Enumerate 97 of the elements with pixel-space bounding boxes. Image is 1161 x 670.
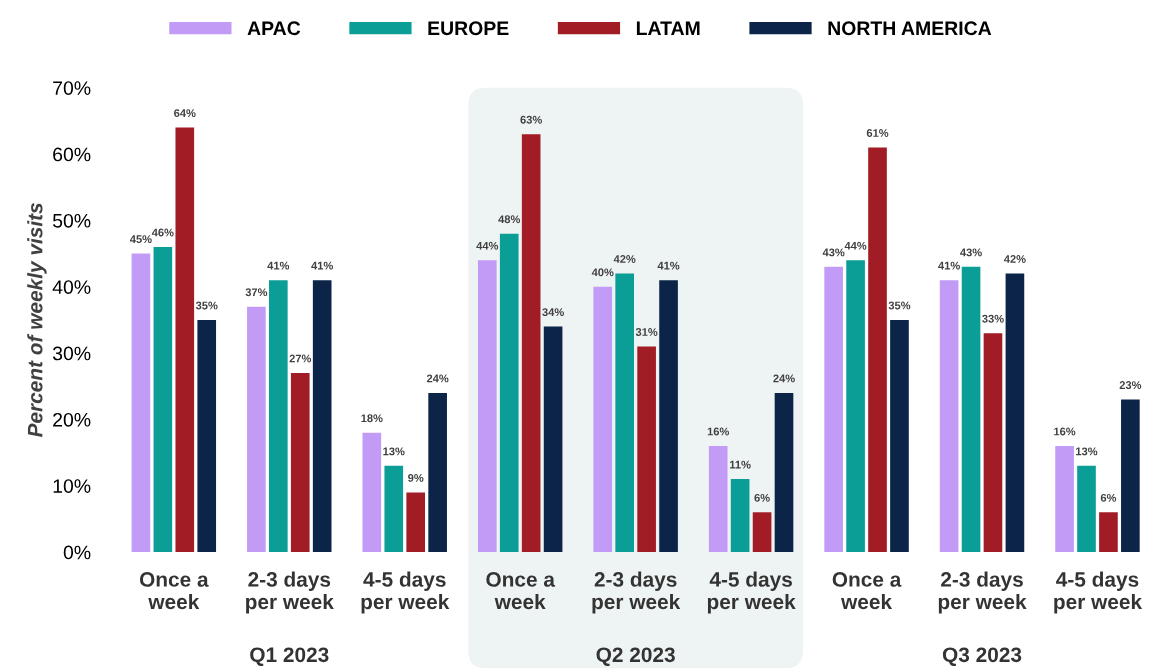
bar (477, 260, 497, 553)
data-label: 45% (129, 235, 152, 244)
data-label: 24% (773, 374, 795, 383)
y-tick-label: 70% (53, 81, 91, 96)
bar (428, 392, 447, 553)
bar (593, 286, 613, 553)
x-tick-label: 2-3 days per week (592, 571, 681, 614)
data-label: 35% (888, 301, 911, 310)
bar (846, 260, 865, 553)
data-label: 41% (657, 261, 680, 270)
data-label: 11% (730, 460, 751, 469)
y-tick-label: 0% (63, 545, 91, 560)
data-label: 35% (195, 301, 218, 310)
bar (1055, 445, 1074, 553)
data-label: 46% (151, 228, 174, 237)
data-label: 34% (542, 308, 564, 317)
data-label: 16% (707, 427, 730, 436)
bar (1005, 273, 1025, 553)
bar (384, 465, 404, 553)
legend-label: NORTH AMERICA (828, 21, 992, 36)
bar (961, 266, 981, 553)
data-label: 6% (754, 493, 770, 502)
x-tick-label: Once a week (139, 572, 209, 610)
bar (362, 432, 382, 553)
data-label: 24% (426, 374, 449, 383)
bar (868, 147, 887, 553)
data-label: 63% (520, 115, 542, 124)
data-label: 40% (591, 268, 614, 277)
bar (1077, 465, 1096, 553)
data-label: 9% (408, 473, 424, 482)
data-label: 43% (822, 248, 845, 257)
data-label: 13% (1076, 447, 1098, 456)
y-tick-label: 60% (53, 147, 91, 162)
bar (615, 273, 634, 553)
bar (824, 266, 843, 553)
bar (890, 319, 909, 553)
x-tick-label: 4-5 days per week (707, 571, 796, 614)
data-label: 31% (635, 328, 658, 336)
bar (175, 127, 195, 553)
data-label: 43% (960, 248, 982, 257)
data-label: 42% (613, 255, 636, 263)
y-axis-title: Percent of weekly visits (27, 203, 47, 438)
data-label: 18% (361, 414, 383, 423)
bar (774, 392, 794, 553)
bar (406, 492, 426, 553)
y-tick-label: 30% (52, 346, 91, 361)
bar (637, 346, 656, 553)
data-label: 64% (174, 109, 196, 118)
data-label: 48% (498, 215, 521, 224)
data-label: 6% (1100, 493, 1117, 502)
data-label: 23% (1119, 381, 1142, 390)
legend-label: APAC (247, 21, 301, 36)
data-label: 41% (311, 261, 334, 270)
y-tick-label: 40% (52, 280, 91, 294)
x-tick-label: 2-3 days per week (938, 571, 1027, 614)
y-tick-label: 50% (52, 213, 91, 228)
text: Q2 2023 (596, 647, 675, 667)
bar (730, 479, 750, 553)
data-label: 16% (1054, 427, 1076, 436)
data-label: 41% (938, 261, 960, 270)
bar (708, 445, 728, 553)
bar (543, 326, 563, 553)
bar (499, 233, 519, 553)
data-label: 27% (289, 354, 312, 363)
text: Q1 2023 (250, 647, 329, 667)
data-label: 13% (383, 447, 405, 456)
data-label: 44% (844, 241, 867, 250)
y-tick-label: 20% (53, 412, 91, 427)
y-tick-label: 10% (53, 479, 91, 493)
data-label: 42% (1003, 255, 1026, 263)
x-tick-label: 4-5 days per week (1054, 571, 1143, 614)
bar (268, 280, 288, 553)
bar (939, 280, 959, 553)
data-label: 41% (267, 261, 290, 270)
bar (312, 280, 332, 553)
bar (153, 246, 173, 553)
bar (247, 306, 266, 553)
x-tick-label: 2-3 days per week (246, 571, 334, 614)
bar (983, 333, 1003, 553)
legend-label: EUROPE (428, 21, 509, 36)
bar (521, 134, 541, 553)
bar (1121, 399, 1140, 553)
data-label: 33% (982, 314, 1004, 323)
bar (131, 253, 151, 553)
x-tick-label: 4-5 days per week (361, 571, 450, 614)
x-tick-label: Once a week (832, 572, 902, 610)
bar (1099, 512, 1118, 553)
data-label: 37% (245, 288, 268, 297)
bar (659, 280, 678, 553)
data-label: 61% (866, 129, 889, 137)
x-tick-label: Once a week (486, 572, 556, 610)
data-label: 44% (476, 241, 499, 250)
bar (197, 319, 217, 553)
bar (290, 372, 310, 553)
bar (752, 512, 772, 553)
legend-label: LATAM (636, 21, 700, 35)
text: Q3 2023 (942, 647, 1022, 667)
